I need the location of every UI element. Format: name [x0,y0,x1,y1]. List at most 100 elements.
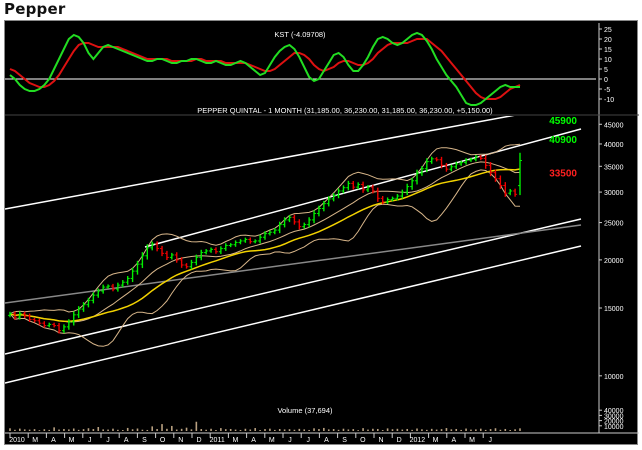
volume-bar [426,429,428,431]
x-tick-label: M [69,437,75,444]
volume-bar [337,429,340,431]
x-tick-label: D [397,437,402,444]
x-tick-label: N [378,437,383,444]
kst-title: KST (-4.09708) [274,30,326,39]
volume-bar [107,429,109,431]
trendline-upper-channel [5,116,515,210]
price-title: PEPPER QUINTAL - 1 MONTH (31,185.00, 36,… [197,106,493,115]
level-label: 40900 [549,135,577,146]
price-tick-label: 40000 [604,142,624,149]
price-tick-label: 35000 [604,164,624,171]
kst-tick-label: 0 [604,77,608,84]
volume-bar [175,429,178,431]
volume-bar [406,428,409,431]
volume-bar [185,427,188,431]
x-tick-label: O [160,437,166,444]
volume-bar [440,429,443,431]
volume-bar [87,428,90,431]
chart-panel: 45900 40900 33500 25 20 15 10 5 0 -5 -10 45000 4000… [4,20,639,445]
volume-bar [92,429,95,431]
volume-bar [23,429,26,431]
volume-bar [82,429,85,431]
volume-bar [151,426,154,431]
volume-bar [283,429,286,431]
volume-bar [72,428,75,431]
volume-bar [180,428,183,431]
volume-bar [327,429,330,431]
volume-bar [244,428,247,431]
volume-bar [293,429,296,431]
kst-tick-label: -5 [604,87,610,94]
kst-tick-label: 10 [604,57,612,64]
volume-bar [411,429,413,431]
volume-bar [68,429,70,431]
volume-bar [381,430,384,431]
volume-bar [479,428,482,431]
volume-tick-label: 20000 [604,419,624,426]
volume-bar [313,428,315,431]
x-tick-label: S [342,437,347,444]
volume-bar [220,428,222,431]
volume-tick-label: 10000 [604,424,624,431]
volume-bar [53,427,55,431]
volume-bar [19,428,21,431]
volume-bar [269,428,271,431]
volume-bar [318,429,320,431]
volume-bar [303,429,306,431]
kst-tick-label: 5 [604,67,608,74]
volume-bar [48,429,51,431]
volume-bar [475,429,477,431]
volume-tick-label: 30000 [604,413,624,420]
volume-bar [156,429,158,431]
volume-pane [9,421,521,431]
volume-bar [190,429,193,431]
volume-bar [391,429,394,431]
x-tick-label: 2011 [210,437,225,444]
volume-bar [126,427,129,431]
kst-line [9,31,520,106]
volume-bar [357,430,359,431]
volume-bar [200,429,203,431]
price-tick-label: 15000 [604,306,624,313]
volume-bar [97,426,100,431]
volume-bar [131,429,134,431]
volume-bar [210,428,212,431]
x-tick-label: N [178,437,183,444]
x-tick-label: O [360,437,366,444]
x-tick-label: S [142,437,147,444]
x-tick-label: M [269,437,275,444]
x-tick-label: M [32,437,38,444]
volume-bar [504,428,507,431]
price-tick-label: 25000 [604,221,624,228]
volume-bar [308,429,310,431]
kst-tick-label: 25 [604,27,612,34]
volume-bar [367,429,369,431]
bollinger-lower [9,169,521,347]
volume-bar [332,429,335,431]
volume-bar [77,429,80,431]
x-tick-label: A [124,437,129,444]
volume-bar [435,429,438,431]
volume-bar [229,428,232,431]
x-tick-label: M [433,437,439,444]
kst-tick-label: 15 [604,47,612,54]
x-tick-label: M [232,437,238,444]
volume-bar [264,429,266,431]
level-label: 33500 [549,169,577,180]
volume-bar [470,429,472,431]
volume-bar [205,429,207,431]
volume-bar [239,429,242,431]
x-tick-label: D [196,437,201,444]
volume-bar [347,429,350,431]
axes: 25 20 15 10 5 0 -5 -10 45000 40000 35000 30000 25000… [5,23,639,444]
volume-bar [38,430,41,431]
volume-bar [376,428,379,431]
volume-bar [141,429,144,431]
volume-bar [254,428,256,431]
volume-bar [33,429,36,431]
x-tick-label: J [288,437,292,444]
page-title: Pepper [4,0,66,18]
x-tick-label: J [488,437,492,444]
bollinger-middle [9,161,521,323]
volume-bar [494,428,497,431]
